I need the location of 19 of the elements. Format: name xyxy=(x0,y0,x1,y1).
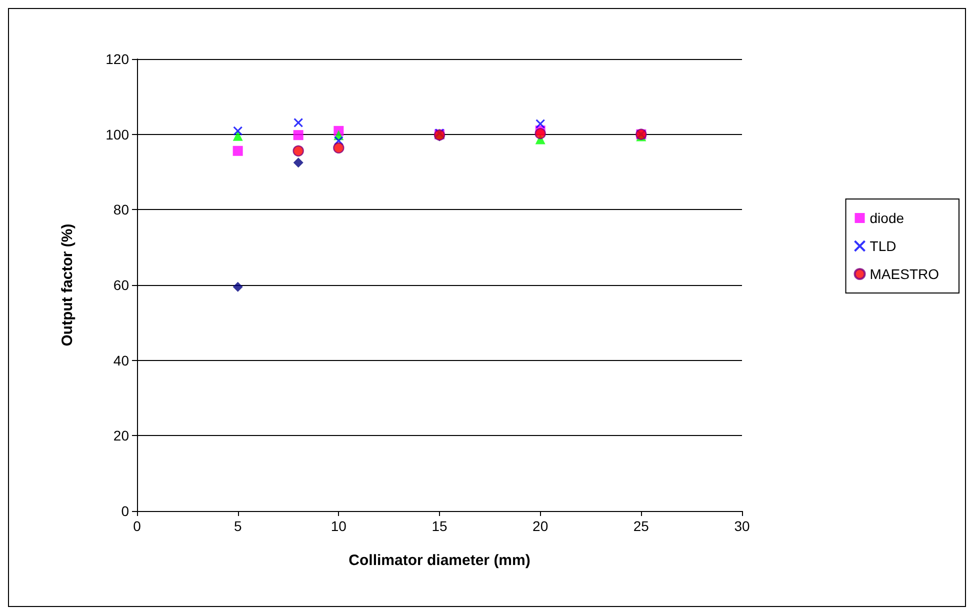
x-tick-label: 15 xyxy=(432,518,448,534)
y-tick-label: 120 xyxy=(106,51,130,67)
y-tick-label: 20 xyxy=(113,428,130,444)
legend-label: diode xyxy=(870,210,904,226)
legend-label: TLD xyxy=(870,238,896,254)
legend-label: MAESTRO xyxy=(870,266,940,282)
y-tick-label: 0 xyxy=(121,503,130,519)
x-tick-label: 25 xyxy=(633,518,650,534)
y-axis-title: Output factor (%) xyxy=(59,224,76,346)
y-tick-label: 100 xyxy=(106,126,130,142)
y-tick-label: 60 xyxy=(113,277,130,293)
y-tick-label: 40 xyxy=(113,352,130,368)
x-tick-label: 0 xyxy=(133,518,142,534)
x-tick-label: 20 xyxy=(532,518,548,534)
x-tick-label: 30 xyxy=(734,518,750,534)
x-tick-label: 5 xyxy=(234,518,242,534)
y-tick-label: 80 xyxy=(113,202,130,218)
x-axis-title: Collimator diameter (mm) xyxy=(348,552,530,569)
x-tick-label: 10 xyxy=(330,518,347,534)
